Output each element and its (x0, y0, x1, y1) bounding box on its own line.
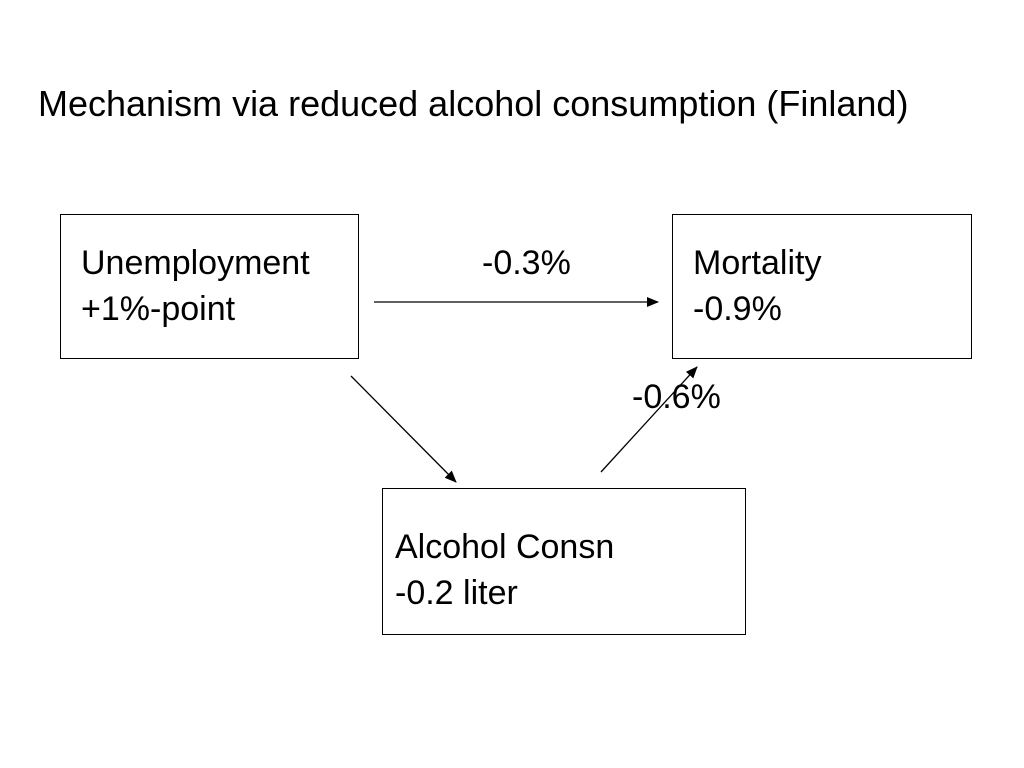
unemployment-label: Unemployment (81, 244, 310, 282)
mortality-label: Mortality (693, 244, 822, 282)
mortality-value: -0.9% (693, 290, 782, 328)
diagram-title: Mechanism via reduced alcohol consumptio… (38, 83, 909, 124)
alcohol-consumption-node: Alcohol Consn -0.2 liter (382, 488, 746, 635)
alcohol-label: Alcohol Consn (395, 528, 615, 566)
unemployment-node: Unemployment +1%-point (60, 214, 359, 359)
alcohol-effect-label: -0.6% (632, 378, 721, 416)
alcohol-value: -0.2 liter (395, 574, 518, 612)
mortality-node: Mortality -0.9% (672, 214, 972, 359)
arrow-unemployment-to-alcohol (350, 375, 457, 483)
direct-effect-label: -0.3% (482, 244, 571, 282)
unemployment-value: +1%-point (81, 290, 236, 328)
